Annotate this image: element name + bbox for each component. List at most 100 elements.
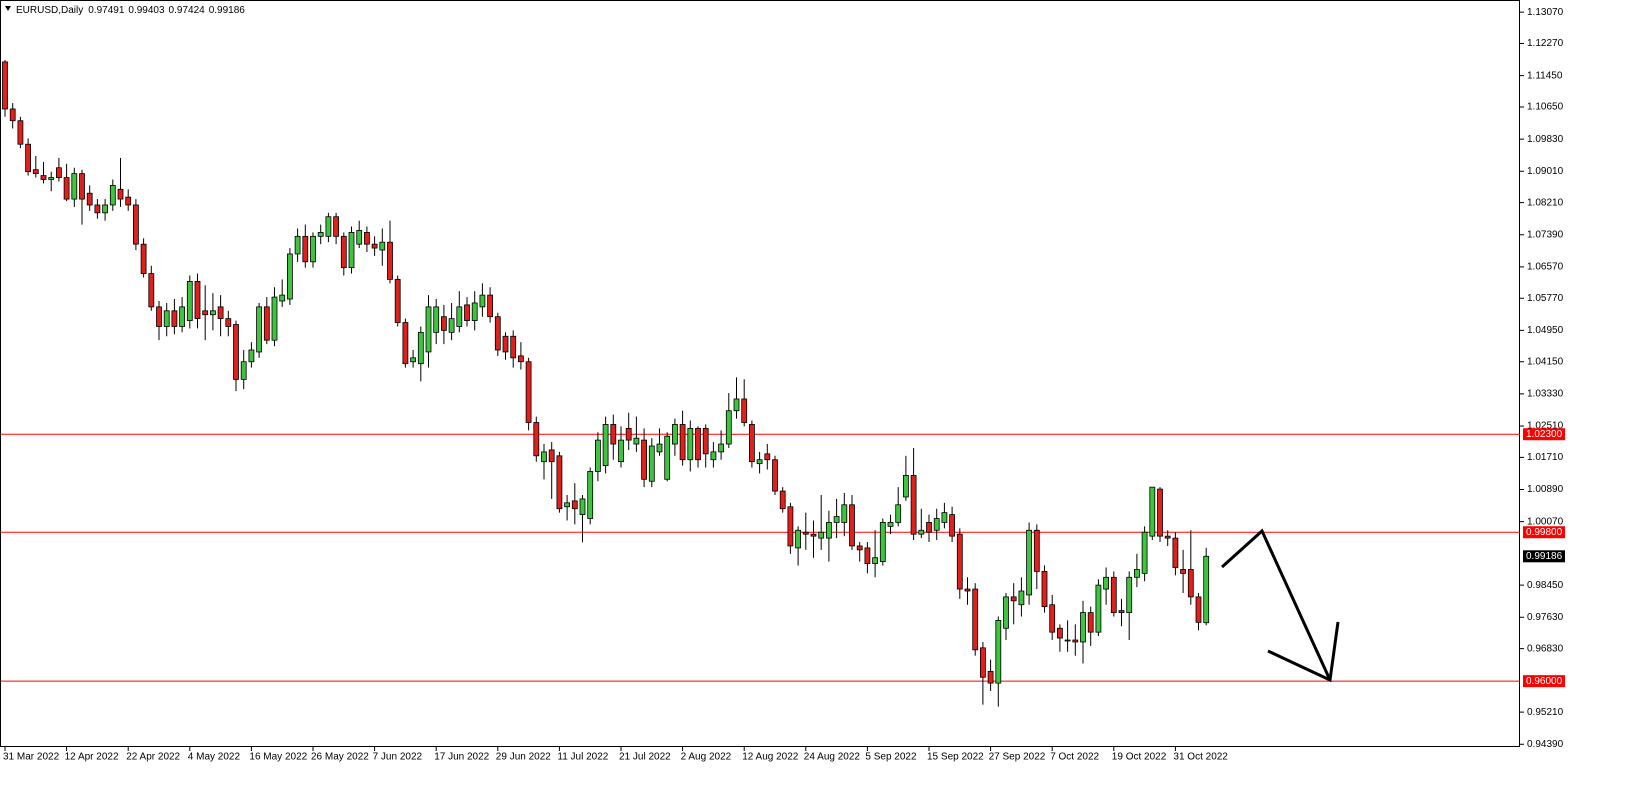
plot: 1.13070 1.12270 1.11450 1.10650 1.09830 1.090… [1, 7, 1565, 763]
y-tick-label: 1.11450 [1527, 70, 1563, 81]
candle-body [1157, 488, 1163, 537]
candle-body [387, 241, 393, 280]
level-label-box [1523, 428, 1565, 441]
candle-body [710, 451, 717, 461]
x-tick-label: 27 Sep 2022 [989, 752, 1046, 763]
candle-body [140, 243, 147, 274]
candle-body [833, 516, 840, 523]
candle-body [479, 294, 486, 308]
x-tick-label: 31 Mar 2022 [3, 752, 60, 763]
candle-body [25, 143, 32, 173]
candle-body [456, 306, 463, 327]
price-label: 0.99186 [1526, 551, 1563, 562]
candle-body [1026, 529, 1032, 596]
candle-body [217, 306, 224, 320]
chart-title: EURUSD,Daily [16, 5, 83, 16]
candle-body [102, 204, 108, 214]
candle-body [887, 522, 894, 527]
candle-body [525, 361, 532, 423]
candle-body [363, 232, 370, 245]
candle-body [802, 531, 809, 535]
y-tick-label: 1.05770 [1527, 293, 1564, 304]
candle-body [32, 169, 39, 175]
candle-body [664, 435, 671, 480]
candle-body [779, 490, 786, 510]
candle-body [371, 243, 378, 249]
candle-body [633, 437, 640, 445]
candle-body [494, 316, 501, 351]
candle-body [410, 357, 417, 363]
candle-body [163, 310, 170, 327]
candle-body [656, 443, 663, 453]
x-tick-label: 24 Aug 2022 [804, 752, 861, 763]
level-label: 0.96000 [1526, 676, 1563, 687]
candle-body [941, 512, 948, 523]
candle-body [325, 216, 332, 237]
candle-body [317, 232, 324, 237]
candle-body [86, 192, 93, 206]
candle-body [448, 318, 455, 333]
candle-body [602, 424, 609, 467]
candle-body [918, 529, 925, 535]
y-tick-label: 1.02510 [1527, 421, 1564, 432]
header-marker [5, 6, 11, 11]
candle-body [202, 310, 209, 316]
y-tick-label: 0.98450 [1527, 580, 1564, 591]
candle-body [564, 502, 570, 508]
candle-body [464, 304, 470, 321]
candle-body [348, 232, 355, 269]
candle-body [725, 410, 732, 445]
level-label-box [1523, 526, 1565, 539]
candle-body [579, 498, 586, 515]
candle-body [394, 279, 401, 323]
candle-body [125, 196, 132, 206]
y-tick-label: 1.01710 [1527, 452, 1564, 463]
level-label-box [1523, 675, 1565, 688]
candle-body [186, 280, 193, 321]
candle-body [625, 427, 632, 441]
arrow-head [1267, 621, 1340, 683]
candle-body [695, 427, 701, 461]
y-tick-label: 1.10650 [1527, 102, 1564, 113]
candle-body [741, 398, 748, 423]
candle-body [286, 253, 293, 300]
candle-body [856, 545, 863, 551]
y-tick-label: 1.04150 [1527, 356, 1564, 367]
y-tick-label: 1.09830 [1527, 134, 1564, 145]
candle-body [1110, 576, 1117, 613]
y-tick-label: 1.04950 [1527, 325, 1564, 336]
candle-body [749, 424, 755, 463]
y-tick-label: 1.03330 [1527, 389, 1564, 400]
candle-body [641, 439, 647, 480]
candle-body [279, 294, 286, 302]
candle-body [964, 588, 971, 592]
y-tick-label: 1.07390 [1527, 229, 1564, 240]
x-tick-label: 12 Aug 2022 [742, 752, 799, 763]
candle-body [571, 500, 578, 510]
candle-body [987, 670, 994, 684]
candle-body [194, 280, 201, 320]
arrow-annotation [1220, 528, 1332, 681]
candle-body [333, 216, 340, 237]
candle-body [849, 504, 855, 547]
candle-body [502, 335, 509, 353]
candle-body [256, 306, 263, 353]
y-tick-label: 1.00070 [1527, 516, 1564, 527]
candle-body [841, 504, 848, 523]
candle-body [864, 547, 871, 564]
candle-body [795, 529, 801, 549]
candle-body [533, 422, 540, 457]
candle-body [271, 296, 278, 341]
candle-body [417, 331, 424, 365]
candle-body [895, 504, 902, 523]
candle-body [440, 316, 447, 331]
candle-body [240, 361, 247, 380]
candle-body [425, 306, 432, 353]
candle-body [156, 306, 162, 327]
candle-body [132, 204, 139, 245]
candle-body [433, 306, 440, 333]
y-tick-label: 1.08210 [1527, 197, 1564, 208]
y-tick-label: 0.94390 [1527, 739, 1564, 750]
